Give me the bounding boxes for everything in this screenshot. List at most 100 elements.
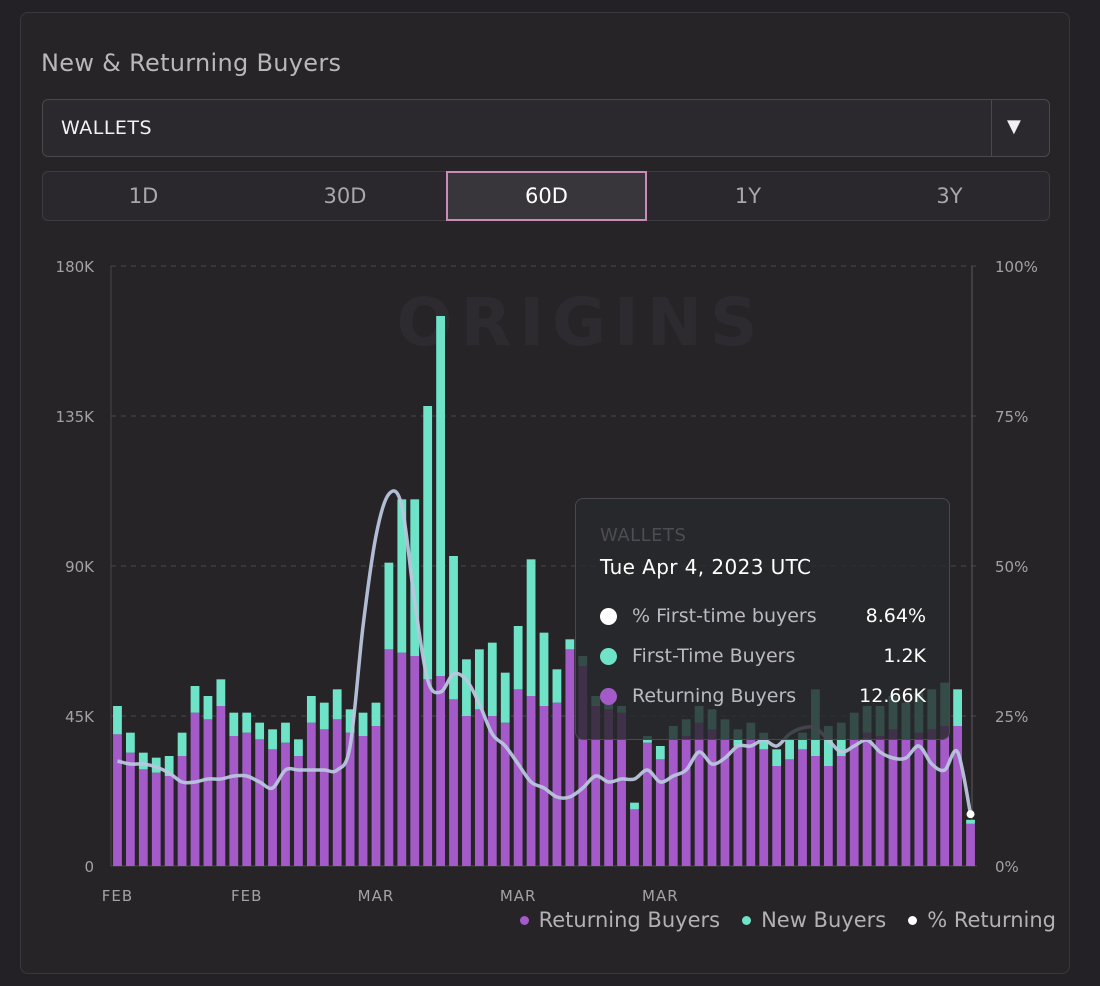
bar-returning	[733, 746, 743, 866]
y-right-tick-label: 75%	[995, 408, 1028, 426]
bar-returning	[836, 756, 846, 866]
bar-returning	[358, 736, 368, 866]
bar-returning	[707, 729, 717, 866]
bar-new	[203, 696, 213, 720]
tab-1d[interactable]: 1D	[128, 184, 159, 208]
bar-returning	[371, 726, 381, 866]
bar-new	[423, 406, 433, 680]
bar-returning	[578, 666, 588, 866]
bar-returning	[940, 726, 950, 866]
purple-dot-icon	[519, 915, 529, 925]
bar-new	[823, 726, 833, 766]
chart-tooltip: WALLETS Tue Apr 4, 2023 UTC % First-time…	[575, 498, 950, 740]
metric-selector-value: WALLETS	[61, 117, 153, 139]
bar-returning	[720, 739, 730, 866]
legend-item-percent[interactable]: % Returning	[908, 908, 1056, 932]
watermark-text: ORIGINS	[397, 284, 766, 361]
teal-dot-icon	[742, 915, 752, 925]
bar-new	[449, 556, 458, 700]
bar-new	[371, 702, 381, 726]
tooltip-row-label: Returning Buyers	[632, 685, 797, 707]
bar-returning	[643, 742, 652, 866]
bar-returning	[203, 719, 213, 866]
bar-returning	[138, 769, 148, 866]
y-axis-right: 0% 25% 50% 75% 100%	[995, 258, 1038, 876]
y-tick-label: 90K	[65, 558, 95, 576]
y-tick-label: 135K	[56, 408, 96, 426]
bar-new	[306, 696, 316, 723]
bar-returning	[384, 649, 394, 866]
bar-new	[138, 752, 148, 770]
bar-new	[345, 709, 355, 733]
x-tick-label: FEB	[231, 887, 262, 905]
bar-new	[125, 732, 135, 753]
bar-new	[462, 659, 471, 716]
bar-returning	[268, 749, 277, 866]
bar-returning	[255, 739, 265, 866]
caret-down-icon[interactable]: ▼	[1007, 116, 1021, 137]
bar-returning	[953, 726, 963, 866]
bar-new	[332, 689, 342, 720]
bar-returning	[410, 656, 420, 866]
bar-new	[255, 722, 265, 740]
bar-returning	[772, 766, 782, 866]
bar-new	[552, 669, 562, 703]
legend-label: Returning Buyers	[538, 908, 721, 932]
tooltip-row-first-time-pct: % First-time buyers 8.64%	[600, 605, 926, 629]
bar-new	[487, 642, 497, 716]
bar-returning	[823, 766, 833, 866]
bar-new	[242, 712, 252, 733]
x-tick-label: MAR	[642, 887, 679, 905]
bar-new	[474, 649, 484, 710]
tooltip-header: WALLETS	[600, 525, 687, 546]
legend-item-new[interactable]: New Buyers	[742, 908, 886, 932]
bar-returning	[487, 716, 497, 866]
bar-returning	[655, 759, 665, 866]
bar-returning	[332, 719, 342, 866]
x-tick-label: MAR	[500, 887, 537, 905]
card-title: New & Returning Buyers	[41, 49, 342, 77]
bar-returning	[397, 652, 407, 866]
bar-returning	[565, 649, 575, 866]
legend-item-returning[interactable]: Returning Buyers	[519, 908, 721, 932]
bar-returning	[125, 752, 135, 866]
tab-1y[interactable]: 1Y	[734, 184, 762, 208]
tab-60d[interactable]: 60D	[446, 171, 647, 221]
tooltip-row-returning: Returning Buyers 12.66K	[600, 685, 926, 709]
teal-dot-icon	[600, 648, 617, 665]
bar-returning	[591, 706, 601, 866]
y-right-tick-label: 0%	[995, 858, 1019, 876]
bar-new	[655, 746, 665, 760]
y-axis-left: 0 45K 90K 135K 180K	[56, 258, 96, 876]
bar-returning	[966, 823, 975, 866]
bar-returning	[513, 689, 523, 866]
bar-returning	[229, 736, 239, 866]
tab-3y[interactable]: 3Y	[936, 184, 963, 208]
bar-returning	[604, 709, 614, 866]
bar-returning	[164, 776, 174, 866]
tooltip-date: Tue Apr 4, 2023 UTC	[600, 555, 812, 579]
bar-returning	[927, 729, 937, 866]
bar-new	[216, 679, 226, 706]
bar-returning	[242, 732, 252, 866]
bar-returning	[681, 736, 691, 866]
bar-returning	[759, 749, 769, 866]
bar-new	[630, 802, 639, 810]
bar-returning	[474, 709, 484, 866]
bar-new	[294, 739, 303, 756]
x-axis: FEB FEB MAR MAR MAR	[102, 887, 679, 905]
bar-returning	[901, 739, 911, 866]
chart-legend: Returning Buyers New Buyers % Returning	[519, 908, 1056, 932]
bar-new	[229, 712, 239, 736]
tooltip-row-value: 8.64%	[865, 605, 926, 627]
metric-selector[interactable]: WALLETS ▼	[42, 99, 1050, 157]
tab-30d[interactable]: 30D	[323, 184, 367, 208]
bar-returning	[216, 706, 226, 866]
bar-returning	[746, 739, 756, 866]
bar-new	[966, 819, 975, 824]
tooltip-row-value: 12.66K	[859, 685, 926, 707]
tooltip-row-first-time: First-Time Buyers 1.2K	[600, 645, 926, 669]
y-tick-label: 180K	[56, 258, 96, 276]
legend-label: New Buyers	[761, 908, 887, 932]
